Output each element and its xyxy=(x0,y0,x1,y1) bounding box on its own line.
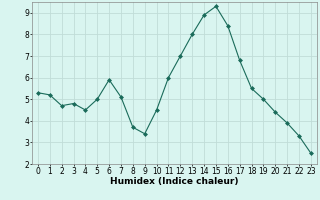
X-axis label: Humidex (Indice chaleur): Humidex (Indice chaleur) xyxy=(110,177,239,186)
